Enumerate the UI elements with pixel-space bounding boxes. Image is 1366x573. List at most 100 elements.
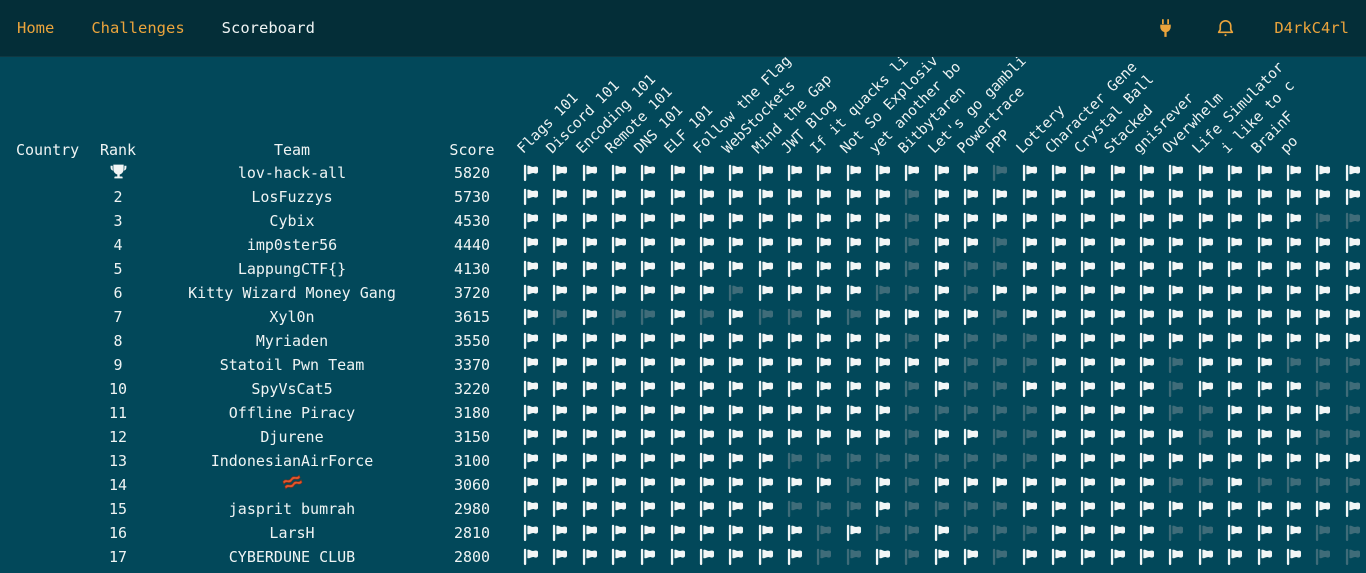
- bacon-icon[interactable]: [147, 473, 437, 497]
- team-name[interactable]: Xyl0n: [269, 308, 315, 326]
- solved-flag-icon: [1226, 260, 1244, 278]
- unsolved-flag-icon: [991, 428, 1009, 446]
- solved-flag-icon: [1314, 284, 1332, 302]
- solved-flag-icon: [1314, 236, 1332, 254]
- solved-flag-icon: [639, 212, 657, 230]
- solved-flag-icon: [1021, 476, 1039, 494]
- unsolved-flag-icon: [1021, 452, 1039, 470]
- score-value: 3150: [453, 428, 491, 446]
- unsolved-flag-icon: [903, 212, 921, 230]
- solved-flag-icon: [610, 164, 628, 182]
- solved-flag-icon: [1021, 236, 1039, 254]
- team-name[interactable]: lov-hack-all: [237, 164, 347, 182]
- solved-flag-icon: [1256, 500, 1274, 518]
- team-name[interactable]: Statoil Pwn Team: [219, 356, 365, 374]
- solved-flag-icon: [1138, 548, 1156, 566]
- nav-link-scoreboard[interactable]: Scoreboard: [221, 19, 315, 37]
- solved-flag-icon: [1344, 332, 1362, 350]
- solved-flag-icon: [698, 380, 716, 398]
- notification-bell-icon[interactable]: [1214, 17, 1236, 39]
- solved-flag-icon: [757, 548, 775, 566]
- solved-flag-icon: [1021, 308, 1039, 326]
- unsolved-flag-icon: [786, 308, 804, 326]
- team-name[interactable]: LappungCTF{}: [237, 260, 347, 278]
- country-cell: [16, 281, 80, 305]
- solved-flag-icon: [639, 548, 657, 566]
- solved-flag-icon: [1256, 356, 1274, 374]
- solved-flag-icon: [551, 452, 569, 470]
- solved-flag-icon: [639, 452, 657, 470]
- solved-flag-icon: [845, 380, 863, 398]
- solved-flag-icon: [522, 212, 540, 230]
- rank-value: 7: [113, 308, 123, 326]
- team-name[interactable]: jasprit bumrah: [228, 500, 356, 518]
- unsolved-flag-icon: [991, 308, 1009, 326]
- unsolved-flag-icon: [874, 452, 892, 470]
- solved-flag-icon: [786, 404, 804, 422]
- score-value: 4530: [453, 212, 491, 230]
- solved-flag-icon: [581, 524, 599, 542]
- nav-link-challenges[interactable]: Challenges: [91, 19, 185, 37]
- unsolved-flag-icon: [933, 404, 951, 422]
- solved-flag-icon: [991, 284, 1009, 302]
- solved-flag-icon: [1226, 308, 1244, 326]
- solved-flag-icon: [845, 284, 863, 302]
- solved-flag-icon: [669, 188, 687, 206]
- solved-flag-icon: [1256, 164, 1274, 182]
- solved-flag-icon: [1138, 164, 1156, 182]
- team-name[interactable]: CYBERDUNE CLUB: [228, 548, 356, 566]
- unsolved-flag-icon: [698, 308, 716, 326]
- solved-flag-icon: [727, 164, 745, 182]
- team-name[interactable]: LosFuzzys: [251, 188, 333, 206]
- solved-flag-icon: [1079, 284, 1097, 302]
- country-cell: [16, 545, 80, 569]
- scoreboard-row: 14 3060: [0, 473, 1366, 497]
- solved-flag-icon: [1021, 188, 1039, 206]
- solved-flag-icon: [1197, 356, 1215, 374]
- unsolved-flag-icon: [1344, 428, 1362, 446]
- solved-flag-icon: [698, 428, 716, 446]
- team-name[interactable]: SpyVsCat5: [251, 380, 333, 398]
- solved-flag-icon: [962, 428, 980, 446]
- team-name[interactable]: Offline Piracy: [228, 404, 356, 422]
- username-link[interactable]: D4rkC4rl: [1274, 19, 1349, 37]
- solved-flag-icon: [1050, 332, 1068, 350]
- nav-link-home[interactable]: Home: [17, 19, 55, 37]
- solved-flag-icon: [1050, 428, 1068, 446]
- team-name[interactable]: imp0ster56: [246, 236, 338, 254]
- solved-flag-icon: [962, 188, 980, 206]
- score-column-header: Score: [449, 141, 495, 159]
- solved-flag-icon: [1109, 452, 1127, 470]
- unsolved-flag-icon: [903, 476, 921, 494]
- solved-flag-icon: [581, 380, 599, 398]
- solved-flag-icon: [1344, 452, 1362, 470]
- solved-flag-icon: [933, 164, 951, 182]
- solved-flag-icon: [1226, 548, 1244, 566]
- team-name[interactable]: Cybix: [269, 212, 315, 230]
- solved-flag-icon: [786, 164, 804, 182]
- solved-flag-icon: [845, 404, 863, 422]
- scoreboard-row: 7 Xyl0n 3615: [0, 305, 1366, 329]
- unsolved-flag-icon: [1256, 476, 1274, 494]
- solved-flag-icon: [1285, 452, 1303, 470]
- team-name[interactable]: Myriaden: [255, 332, 329, 350]
- team-name[interactable]: Djurene: [260, 428, 324, 446]
- scoreboard-row: 3 Cybix 4530: [0, 209, 1366, 233]
- unsolved-flag-icon: [874, 524, 892, 542]
- solved-flag-icon: [522, 164, 540, 182]
- plug-icon[interactable]: [1154, 17, 1176, 39]
- scoreboard-row: 17 CYBERDUNE CLUB 2800: [0, 545, 1366, 569]
- solved-flag-icon: [1079, 524, 1097, 542]
- team-name[interactable]: Kitty Wizard Money Gang: [188, 284, 396, 302]
- solved-flag-icon: [522, 308, 540, 326]
- unsolved-flag-icon: [757, 308, 775, 326]
- team-name[interactable]: IndonesianAirForce: [210, 452, 374, 470]
- solved-flag-icon: [669, 164, 687, 182]
- team-name[interactable]: LarsH: [269, 524, 315, 542]
- solved-flag-icon: [786, 380, 804, 398]
- solved-flag-icon: [610, 524, 628, 542]
- unsolved-flag-icon: [786, 452, 804, 470]
- solved-flag-icon: [698, 548, 716, 566]
- solved-flag-icon: [933, 212, 951, 230]
